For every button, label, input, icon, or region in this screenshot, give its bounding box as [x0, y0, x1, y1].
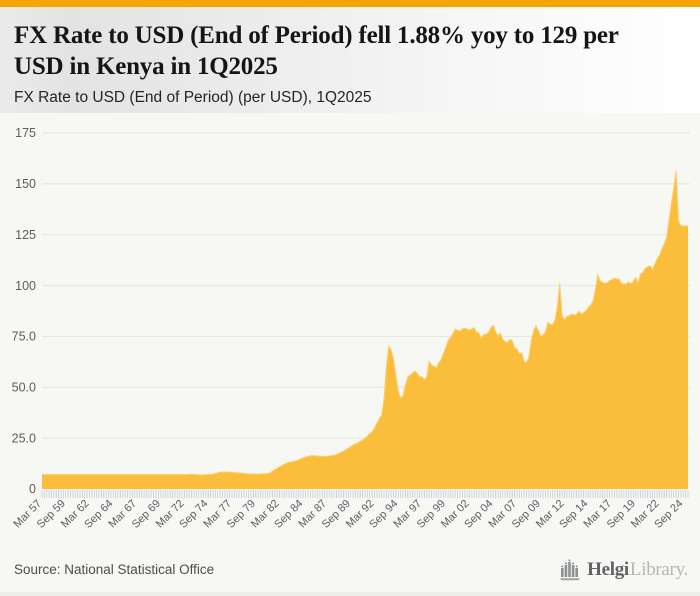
y-axis-tick-label: 175	[15, 126, 36, 140]
source-note: Source: National Statistical Office	[14, 562, 215, 577]
bottom-strip	[0, 592, 700, 596]
area-series	[42, 170, 688, 489]
helgilibrary-logo-icon	[560, 559, 581, 581]
brand-name-secondary: Library.	[629, 559, 688, 580]
chart-region: 0 25.0 50.0 75.0 100 125 150 175 Mar 57 Sep 59 Mar…	[0, 113, 700, 553]
brand-name-primary: Helgi	[587, 559, 629, 580]
area-series-edge	[42, 170, 689, 476]
y-axis-tick-label: 0	[29, 482, 36, 496]
accent-bar	[0, 0, 700, 7]
chart-subtitle: FX Rate to USD (End of Period) (per USD)…	[14, 89, 372, 106]
header: FX Rate to USD (End of Period) fell 1.88…	[0, 7, 700, 113]
y-axis-tick-label: 25.0	[12, 431, 36, 445]
page-title: FX Rate to USD (End of Period) fell 1.88…	[14, 22, 619, 80]
brand-logo: Helgi Library.	[558, 556, 688, 584]
y-axis-tick-label: 150	[15, 177, 36, 191]
y-axis-tick-label: 75.0	[12, 330, 36, 344]
y-axis-tick-label: 100	[15, 279, 36, 293]
y-axis-tick-label: 50.0	[12, 381, 36, 395]
footer: Source: National Statistical Office Helg…	[0, 548, 700, 596]
y-axis-tick-label: 125	[15, 228, 36, 242]
